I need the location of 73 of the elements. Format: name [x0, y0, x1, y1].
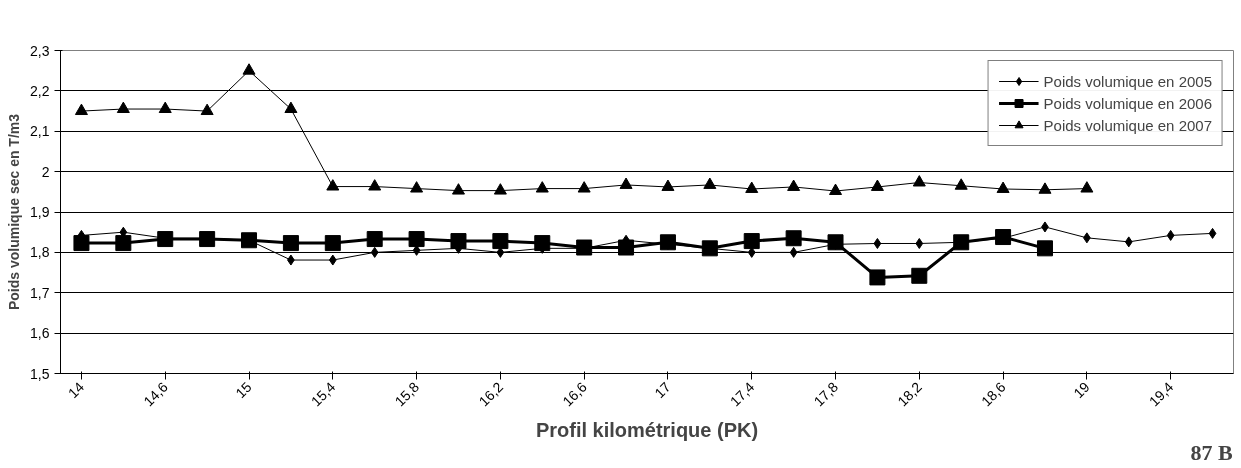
point: [451, 183, 465, 195]
point: [996, 181, 1010, 193]
point: [954, 178, 968, 190]
point: [827, 234, 844, 251]
text: 87 B: [1190, 439, 1233, 465]
point: [785, 230, 802, 247]
x-tick-label: 17: [651, 378, 674, 402]
point: [911, 267, 928, 284]
point: [492, 233, 509, 250]
point: [577, 181, 591, 193]
point: [324, 235, 341, 252]
point: [787, 179, 801, 191]
point: [829, 183, 843, 195]
point: [661, 179, 675, 191]
point: [535, 181, 549, 193]
y-tick-label: 2: [41, 163, 50, 180]
point: [115, 235, 132, 252]
point: [745, 181, 759, 193]
point: [157, 231, 174, 248]
x-axis-title: Profil kilométrique (PK): [535, 418, 759, 441]
point: [366, 231, 383, 248]
point: [1080, 181, 1094, 193]
x-tick-label: 14: [64, 378, 88, 402]
point: [619, 177, 633, 189]
point: [870, 179, 884, 191]
point: [242, 63, 256, 75]
point: [789, 246, 798, 258]
point: [200, 103, 214, 116]
point: [576, 239, 593, 256]
point: [328, 254, 337, 266]
point: [74, 103, 88, 116]
x-tick-label: 19: [1070, 378, 1093, 402]
y-tick-label: 2,2: [30, 82, 50, 99]
legend-label: Poids volumique en 2007: [1043, 116, 1212, 134]
point: [912, 175, 926, 187]
point: [408, 231, 425, 248]
legend-label: Poids volumique en 2005: [1043, 72, 1212, 90]
point: [743, 233, 760, 250]
point: [1208, 227, 1217, 239]
point: [873, 237, 882, 249]
legend-label: Poids volumique en 2006: [1043, 94, 1212, 112]
y-tick-label: 1,8: [30, 244, 50, 261]
point: [703, 177, 717, 189]
point: [326, 179, 340, 191]
point: [73, 235, 90, 252]
point: [493, 183, 507, 195]
y-tick-label: 2,1: [30, 123, 50, 140]
point: [1124, 236, 1133, 248]
point: [410, 181, 424, 193]
y-tick-label: 2,3: [30, 42, 50, 59]
point: [370, 246, 379, 258]
point: [450, 233, 467, 250]
point: [869, 269, 886, 286]
point: [659, 234, 676, 251]
point: [1166, 229, 1175, 241]
point: [995, 229, 1012, 246]
point: [282, 235, 299, 252]
point: [618, 239, 635, 256]
point: [116, 101, 130, 114]
point: [284, 101, 298, 114]
y-tick-label: 1,9: [30, 204, 50, 220]
point: [915, 237, 924, 249]
point: [158, 101, 172, 114]
point: [534, 235, 551, 252]
y-tick-label: 1,5: [30, 365, 50, 382]
y-tick-label: 1,6: [30, 325, 50, 342]
point: [1038, 182, 1052, 194]
y-tick-label: 1,7: [30, 284, 50, 301]
point: [368, 179, 382, 191]
point: [1036, 240, 1053, 257]
y-axis-title: Poids volumique sec en T/m3: [6, 113, 23, 311]
x-tick-label: 15: [232, 378, 255, 402]
point: [199, 231, 216, 248]
